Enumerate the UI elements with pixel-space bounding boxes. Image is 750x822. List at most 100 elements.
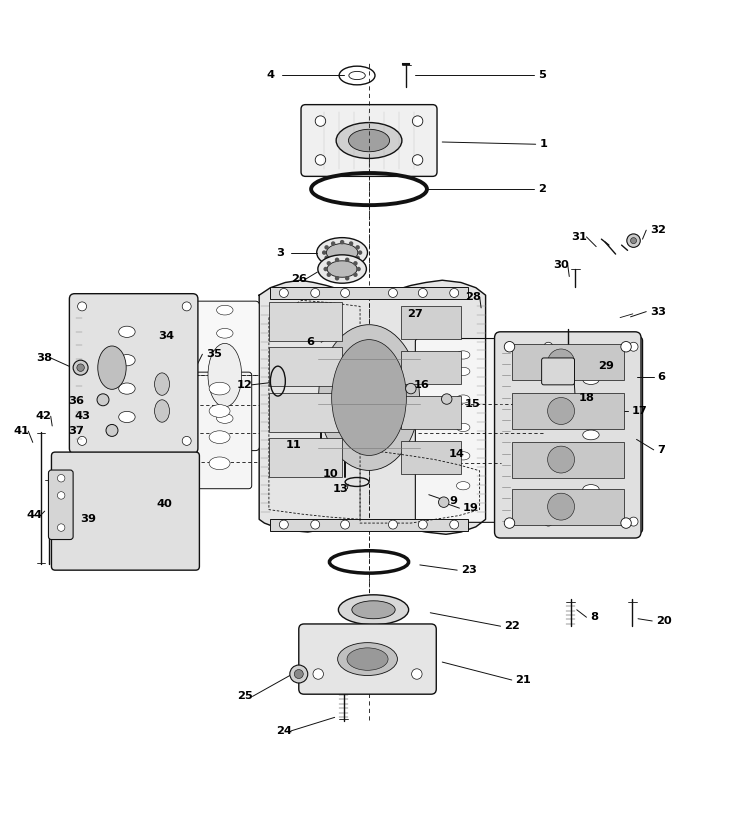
Circle shape [631,238,637,243]
Circle shape [349,260,353,264]
Text: 5: 5 [538,71,546,81]
FancyBboxPatch shape [52,452,200,570]
Circle shape [412,669,422,679]
Circle shape [419,289,428,298]
Text: 2: 2 [538,184,546,194]
Text: 6: 6 [306,337,314,347]
Text: 19: 19 [464,503,479,513]
Text: 41: 41 [13,426,29,436]
Circle shape [442,394,452,404]
Ellipse shape [338,595,409,625]
Ellipse shape [352,601,395,619]
Text: 44: 44 [26,510,42,520]
Ellipse shape [209,404,230,418]
Text: 1: 1 [539,139,548,150]
Circle shape [629,517,638,526]
Ellipse shape [457,452,470,460]
Ellipse shape [327,261,357,277]
Circle shape [77,436,86,446]
Circle shape [356,267,361,271]
Bar [512,344,624,381]
Text: 24: 24 [276,726,292,736]
Bar [269,393,342,432]
Text: 6: 6 [658,372,665,382]
Circle shape [406,383,416,394]
Text: 8: 8 [590,612,598,622]
Circle shape [77,302,86,311]
Circle shape [97,394,109,406]
Text: 29: 29 [598,361,613,372]
Text: 30: 30 [553,261,568,270]
Circle shape [548,398,574,424]
Ellipse shape [217,413,233,423]
Ellipse shape [118,354,135,366]
Text: 36: 36 [69,396,85,406]
FancyBboxPatch shape [542,358,574,385]
Ellipse shape [98,346,126,390]
Ellipse shape [316,238,368,267]
Bar [512,393,624,429]
Circle shape [323,267,328,271]
Circle shape [334,276,339,280]
Bar [271,287,468,299]
Circle shape [322,251,326,255]
Circle shape [548,349,574,376]
Circle shape [76,364,84,372]
Ellipse shape [332,339,406,455]
Bar [401,396,461,429]
Text: 3: 3 [276,247,284,257]
Circle shape [58,492,65,499]
Circle shape [548,493,574,520]
Bar [512,441,624,478]
Circle shape [345,257,350,262]
Bar [271,519,468,530]
Ellipse shape [349,129,389,152]
Text: 15: 15 [465,399,481,409]
Ellipse shape [217,329,233,338]
Text: 14: 14 [448,450,464,459]
Bar [269,438,342,477]
Circle shape [294,670,303,678]
Ellipse shape [217,357,233,367]
Circle shape [310,289,320,298]
Text: 37: 37 [69,426,85,436]
Circle shape [621,518,632,529]
Text: 42: 42 [36,411,52,421]
Circle shape [356,256,360,260]
Circle shape [388,289,398,298]
FancyBboxPatch shape [301,104,437,177]
Text: 33: 33 [650,307,666,316]
Text: 34: 34 [158,330,174,340]
Circle shape [326,273,331,277]
FancyBboxPatch shape [190,301,260,450]
FancyBboxPatch shape [188,372,252,489]
Ellipse shape [347,648,388,670]
Circle shape [544,342,553,351]
Circle shape [324,245,328,250]
Text: 27: 27 [407,309,423,319]
Ellipse shape [583,403,599,412]
Circle shape [340,520,350,529]
Bar [401,351,461,384]
Ellipse shape [457,423,470,432]
Text: 26: 26 [291,274,308,284]
Circle shape [353,261,358,266]
Text: 38: 38 [36,353,52,363]
Text: 13: 13 [332,483,348,494]
Ellipse shape [209,457,230,469]
Circle shape [450,520,459,529]
Text: 18: 18 [579,393,595,404]
Ellipse shape [217,386,233,395]
Ellipse shape [318,255,367,284]
Text: 7: 7 [658,445,665,455]
Circle shape [629,342,638,351]
Ellipse shape [208,344,242,407]
Ellipse shape [118,326,135,337]
Ellipse shape [338,643,398,676]
Circle shape [331,242,335,246]
Circle shape [334,257,339,262]
FancyBboxPatch shape [416,339,509,522]
Ellipse shape [583,485,599,494]
Circle shape [290,665,308,683]
Text: 17: 17 [632,406,647,416]
